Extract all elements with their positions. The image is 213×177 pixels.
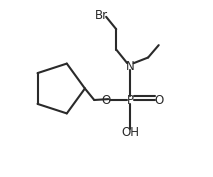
Text: N: N <box>126 60 135 73</box>
Text: O: O <box>101 93 110 107</box>
Text: P: P <box>127 93 134 107</box>
Text: OH: OH <box>121 126 139 139</box>
Text: Br: Br <box>95 8 108 22</box>
Text: O: O <box>154 93 163 107</box>
